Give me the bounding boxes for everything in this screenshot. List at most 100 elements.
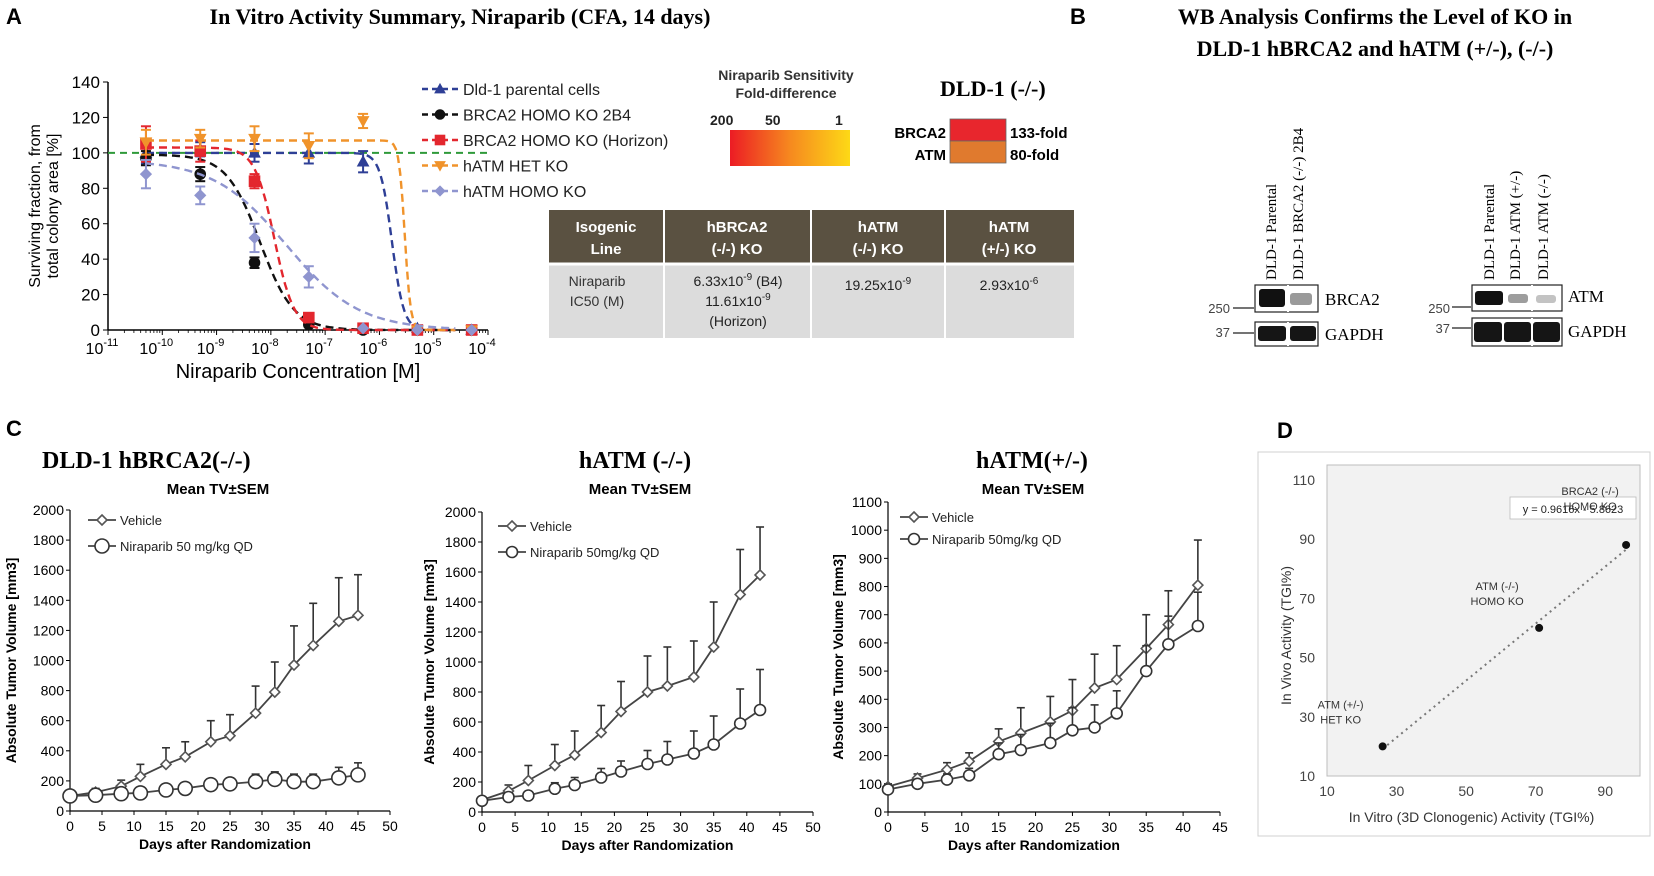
corr-y-tick-label: 110 bbox=[1293, 472, 1316, 488]
tv-data-point bbox=[159, 758, 173, 771]
tv-legend-marker bbox=[505, 519, 519, 533]
table-header-isogenic: Isogenic bbox=[576, 219, 637, 236]
invitro-data-point bbox=[248, 231, 261, 245]
corr-point-label-line2: HOMO KO bbox=[1564, 501, 1618, 513]
tv-data-point bbox=[287, 658, 301, 672]
invitro-y-axis-label-line1: Surviving fraction, from bbox=[27, 124, 44, 288]
tv-y-tick-label: 1600 bbox=[33, 562, 64, 578]
tv-data-point bbox=[203, 776, 219, 793]
sensitivity-header-line1: Niraparib Sensitivity bbox=[718, 67, 854, 83]
tv-y-tick-label: 900 bbox=[859, 550, 883, 566]
corr-data-point bbox=[1378, 742, 1387, 751]
table-cell-hatm-het: 2.93x10-6 bbox=[980, 276, 1039, 293]
tv-x-tick-label: 15 bbox=[574, 819, 590, 835]
tv-data-point bbox=[614, 765, 628, 778]
blot1-band-label-gapdh: GAPDH bbox=[1325, 325, 1384, 344]
blot2-gapdh-band-homo bbox=[1533, 322, 1560, 342]
tv-x-tick-label: 30 bbox=[254, 818, 270, 834]
tv-data-point bbox=[753, 703, 767, 717]
tv-chart-subtitle: Mean TV±SEM bbox=[167, 481, 269, 498]
invitro-data-point bbox=[356, 116, 370, 128]
invitro-y-tick-label: 0 bbox=[91, 321, 100, 340]
tv-data-point bbox=[753, 568, 767, 582]
invitro-data-point bbox=[356, 322, 370, 335]
tv-x-tick-label: 50 bbox=[382, 818, 398, 834]
tv-y-tick-label: 600 bbox=[453, 714, 477, 730]
invitro-legend-marker bbox=[434, 109, 446, 120]
tv-data-point bbox=[733, 717, 747, 730]
invitro-data-point bbox=[248, 256, 261, 269]
tv-x-tick-label: 15 bbox=[991, 819, 1007, 835]
invitro-legend-marker bbox=[434, 134, 446, 146]
tv-data-point bbox=[641, 685, 654, 699]
tv-x-tick-label: 5 bbox=[98, 818, 106, 834]
invitro-legend-label: BRCA2 HOMO KO (Horizon) bbox=[463, 133, 668, 150]
corr-x-tick-label: 30 bbox=[1389, 783, 1405, 799]
invitro-legend-label: Dld-1 parental cells bbox=[463, 82, 600, 99]
panel-d-letter: D bbox=[1277, 418, 1293, 443]
tv-data-point bbox=[568, 778, 581, 792]
tv-series-line bbox=[887, 625, 1199, 791]
invitro-legend-label: BRCA2 HOMO KO 2B4 bbox=[463, 108, 631, 125]
fold-row-gene-atm: ATM bbox=[915, 147, 946, 164]
blot2-gapdh-band-het bbox=[1504, 322, 1531, 342]
tv-data-point bbox=[940, 773, 954, 786]
tv-data-point bbox=[247, 773, 264, 790]
tv-data-point bbox=[661, 753, 674, 766]
invitro-data-point bbox=[193, 133, 207, 146]
invitro-legend-marker bbox=[434, 185, 446, 197]
blot1-marker-37: 37 bbox=[1216, 325, 1230, 340]
corr-x-tick-label: 50 bbox=[1458, 783, 1474, 799]
fold-swatch-atm bbox=[949, 140, 1007, 164]
tv-data-point bbox=[350, 767, 366, 783]
invitro-x-tick-label: 10-7 bbox=[305, 337, 333, 358]
corr-x-tick-label: 70 bbox=[1528, 783, 1544, 799]
tv-data-point bbox=[962, 769, 976, 782]
invitro-data-point bbox=[139, 167, 153, 181]
invitro-y-tick-label: 140 bbox=[72, 73, 100, 92]
invitro-legend-label: hATM HET KO bbox=[463, 159, 568, 176]
tv-data-point bbox=[502, 790, 515, 804]
invitro-y-tick-label: 40 bbox=[81, 250, 100, 269]
tv-y-tick-label: 1400 bbox=[33, 592, 64, 608]
tv-data-point bbox=[330, 770, 347, 786]
tv-data-point bbox=[351, 609, 365, 622]
tv-data-point bbox=[158, 782, 174, 798]
tv-legend-label: Vehicle bbox=[120, 513, 162, 528]
invitro-fit-curve bbox=[145, 153, 456, 332]
panel-c-letter: C bbox=[6, 416, 22, 441]
tv-data-point bbox=[62, 788, 78, 804]
blot2-band-label-gapdh: GAPDH bbox=[1568, 322, 1627, 341]
invitro-y-tick-label: 60 bbox=[81, 215, 100, 234]
corr-point-label-line1: ATM (+/-) bbox=[1318, 699, 1364, 711]
tv-x-tick-label: 35 bbox=[706, 819, 722, 835]
blot2-lane-homo: DLD-1 ATM (-/-) bbox=[1536, 174, 1552, 280]
invitro-x-tick-label: 10-6 bbox=[360, 337, 388, 358]
tv-y-tick-label: 100 bbox=[859, 776, 883, 792]
tv-x-axis-label: Days after Randomization bbox=[139, 836, 311, 852]
tv-y-tick-label: 1000 bbox=[851, 522, 882, 538]
blot2-band-label-atm: ATM bbox=[1568, 287, 1604, 306]
table-header-hbrca2: hBRCA2 bbox=[707, 219, 768, 236]
blot1-lane-parental: DLD-1 Parental bbox=[1264, 184, 1280, 280]
tv-y-tick-label: 300 bbox=[859, 719, 883, 735]
invitro-x-tick-label: 10-10 bbox=[139, 337, 173, 358]
panel-b-title-line2: DLD-1 hBRCA2 and hATM (+/-), (-/-) bbox=[1197, 36, 1554, 61]
invitro-fit-curve bbox=[146, 151, 456, 332]
invitro-legend: Dld-1 parental cells BRCA2 HOMO KO 2B4 BRC… bbox=[422, 82, 668, 201]
invitro-legend-marker bbox=[434, 82, 446, 94]
corr-point-label-line1: BRCA2 (-/-) bbox=[1561, 486, 1618, 498]
tv-y-tick-label: 1000 bbox=[33, 653, 64, 669]
corr-point-label-line1: ATM (-/-) bbox=[1476, 581, 1519, 593]
corr-x-axis-label: In Vitro (3D Clonogenic) Activity (TGI%) bbox=[1349, 809, 1595, 825]
table-cell-hbrca2-b4: 6.33x10-9 (B4) bbox=[693, 272, 782, 289]
invitro-x-tick-label: 10-9 bbox=[197, 337, 225, 358]
corr-y-tick-label: 30 bbox=[1299, 709, 1315, 725]
table-row-label-ic50: IC50 (M) bbox=[570, 293, 624, 309]
tv-y-tick-label: 400 bbox=[453, 744, 477, 760]
tv-data-point bbox=[222, 776, 238, 792]
tv-data-point bbox=[266, 771, 283, 788]
tv-chart-title: hATM(+/-) bbox=[976, 448, 1088, 474]
tv-y-tick-label: 1200 bbox=[33, 622, 64, 638]
invitro-data-point bbox=[411, 323, 424, 337]
